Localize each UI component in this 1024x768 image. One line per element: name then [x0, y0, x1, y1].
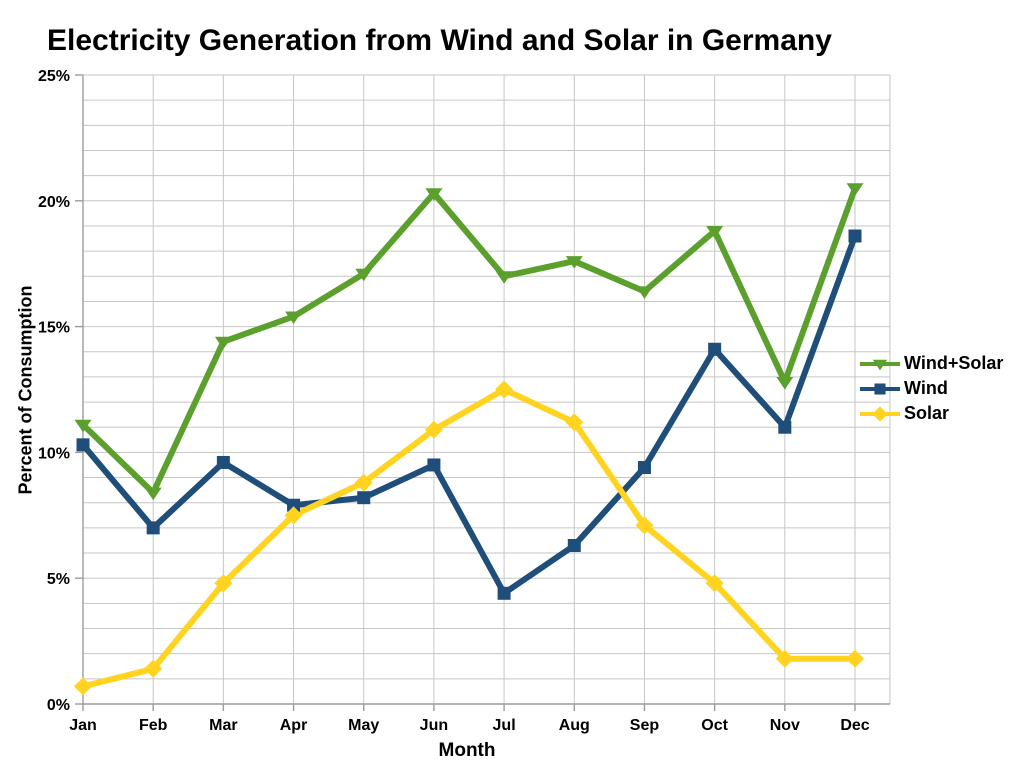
x-axis-title: Month — [438, 740, 496, 761]
legend: Wind+Solar Wind Solar — [860, 351, 1003, 426]
y-tick-label: 20% — [38, 194, 70, 211]
chart-title: Electricity Generation from Wind and Sol… — [47, 24, 832, 57]
legend-label-wind-solar: Wind+Solar — [904, 353, 1004, 373]
wind-line-marker-icon — [860, 381, 900, 397]
x-tick-label: Apr — [280, 717, 308, 734]
x-tick-label: Jul — [493, 717, 516, 734]
y-tick-label: 15% — [38, 320, 70, 337]
x-tick-label: Nov — [770, 717, 800, 734]
legend-label-wind: Wind — [904, 378, 948, 398]
x-tick-label: Jan — [69, 717, 97, 734]
y-tick-label: 10% — [38, 445, 70, 462]
x-tick-label: Dec — [840, 717, 869, 734]
x-axis-tick-labels: Jan Feb Mar Apr May Jun Jul Aug Sep Oct Nov Dec — [69, 717, 870, 734]
y-tick-label: 25% — [38, 68, 70, 85]
x-tick-label: Jun — [420, 717, 448, 734]
series-line-solar — [82, 386, 855, 690]
x-tick-label: Feb — [139, 717, 168, 734]
gridlines — [82, 74, 891, 704]
axes — [75, 74, 890, 711]
x-tick-label: Oct — [701, 717, 728, 734]
series-line-wind-solar — [80, 187, 858, 498]
x-tick-label: Aug — [559, 717, 590, 734]
legend-item-wind: Wind — [860, 376, 1003, 401]
y-axis-tick-labels: 0% 5% 10% 15% 20% 25% — [38, 68, 70, 714]
y-tick-label: 0% — [47, 697, 70, 714]
y-tick-label: 5% — [47, 571, 70, 588]
legend-label-solar: Solar — [904, 403, 950, 423]
solar-line-marker-icon — [860, 405, 900, 422]
series-markers-solar — [74, 380, 864, 696]
series-markers-wind — [76, 229, 862, 600]
x-tick-label: Sep — [630, 717, 660, 734]
x-tick-label: May — [348, 717, 379, 734]
legend-item-solar: Solar — [860, 401, 1003, 426]
wind-solar-line-marker-icon — [860, 356, 900, 372]
series-line-wind — [80, 234, 858, 598]
x-tick-label: Mar — [209, 717, 237, 734]
legend-item-wind-solar: Wind+Solar — [860, 351, 1003, 376]
series-markers-wind-solar — [74, 183, 864, 501]
